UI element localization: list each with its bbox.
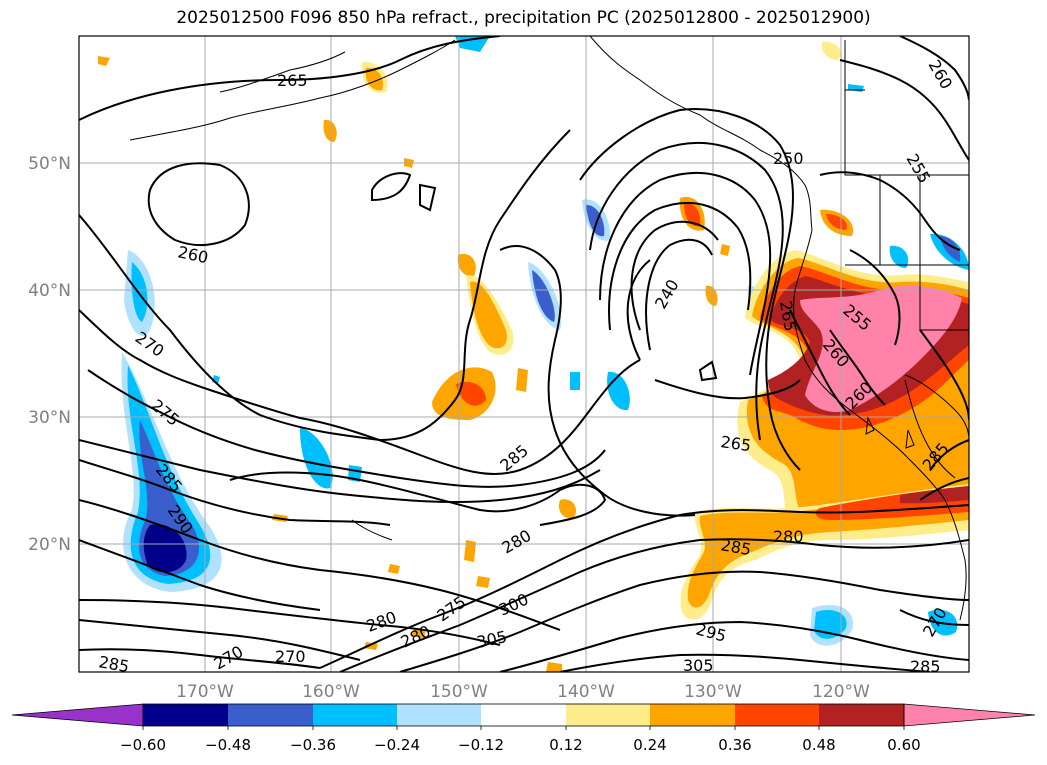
lat-label-50n: 50°N bbox=[28, 154, 71, 174]
colorbar-tick-labels: −0.60 −0.48 −0.36 −0.24 −0.12 0.12 0.24 … bbox=[120, 736, 921, 754]
colorbar-segment bbox=[481, 704, 566, 726]
lon-label-120w: 120°W bbox=[812, 682, 870, 702]
lon-label-170w: 170°W bbox=[176, 682, 234, 702]
contour-label: 265 bbox=[719, 432, 752, 455]
contour-label: 265 bbox=[277, 71, 308, 90]
colorbar-tick-label: 0.36 bbox=[718, 736, 751, 754]
colorbar-segment bbox=[819, 704, 904, 726]
colorbar-tick-label: −0.24 bbox=[374, 736, 420, 754]
contour-label: 285 bbox=[910, 657, 941, 676]
contour-label: 270 bbox=[275, 647, 306, 666]
lat-label-40n: 40°N bbox=[28, 281, 71, 301]
colorbar-tick-label: 0.60 bbox=[887, 736, 920, 754]
colorbar-segment bbox=[566, 704, 650, 726]
contour-label: 280 bbox=[773, 527, 804, 546]
refractivity-contours bbox=[79, 36, 969, 672]
colorbar-segment bbox=[735, 704, 819, 726]
chart-title: 2025012500 F096 850 hPa refract., precip… bbox=[176, 8, 871, 28]
map-gridlines bbox=[79, 36, 969, 672]
colorbar-tick-label: −0.12 bbox=[458, 736, 504, 754]
colorbar-tick-label: 0.48 bbox=[802, 736, 835, 754]
contour-label: 250 bbox=[773, 149, 804, 168]
lon-label-140w: 140°W bbox=[557, 682, 615, 702]
colorbar-tick-label: −0.36 bbox=[290, 736, 336, 754]
lon-label-130w: 130°W bbox=[684, 682, 742, 702]
colorbar-tick-label: 0.24 bbox=[633, 736, 666, 754]
colorbar-segment bbox=[228, 704, 313, 726]
map-frame bbox=[78, 35, 970, 673]
lat-label-20n: 20°N bbox=[28, 535, 71, 555]
colorbar-tick-label: 0.12 bbox=[549, 736, 582, 754]
lon-label-150w: 150°W bbox=[430, 682, 488, 702]
contour-label: 285 bbox=[97, 652, 130, 676]
contour-label: 305 bbox=[683, 656, 714, 675]
longitude-labels: 170°W 160°W 150°W 140°W 130°W 120°W bbox=[176, 682, 870, 702]
colorbar-tick-label: −0.60 bbox=[120, 736, 166, 754]
colorbar-segment bbox=[397, 704, 481, 726]
colorbar-tick-label: −0.48 bbox=[205, 736, 251, 754]
colorbar: −0.60 −0.48 −0.36 −0.24 −0.12 0.12 0.24 … bbox=[11, 703, 1036, 754]
colorbar-segment bbox=[143, 704, 228, 726]
lon-label-160w: 160°W bbox=[302, 682, 360, 702]
colorbar-segment bbox=[313, 704, 397, 726]
lat-label-30n: 30°N bbox=[28, 408, 71, 428]
colorbar-extend-right bbox=[903, 703, 1036, 727]
colorbar-segment bbox=[650, 704, 735, 726]
colorbar-tick-marks bbox=[142, 726, 905, 730]
precip-negative bbox=[121, 36, 969, 646]
colorbar-frame bbox=[142, 703, 905, 727]
coastlines bbox=[129, 36, 969, 621]
colorbar-extend-left bbox=[11, 703, 144, 727]
latitude-labels: 50°N 40°N 30°N 20°N bbox=[28, 154, 71, 555]
